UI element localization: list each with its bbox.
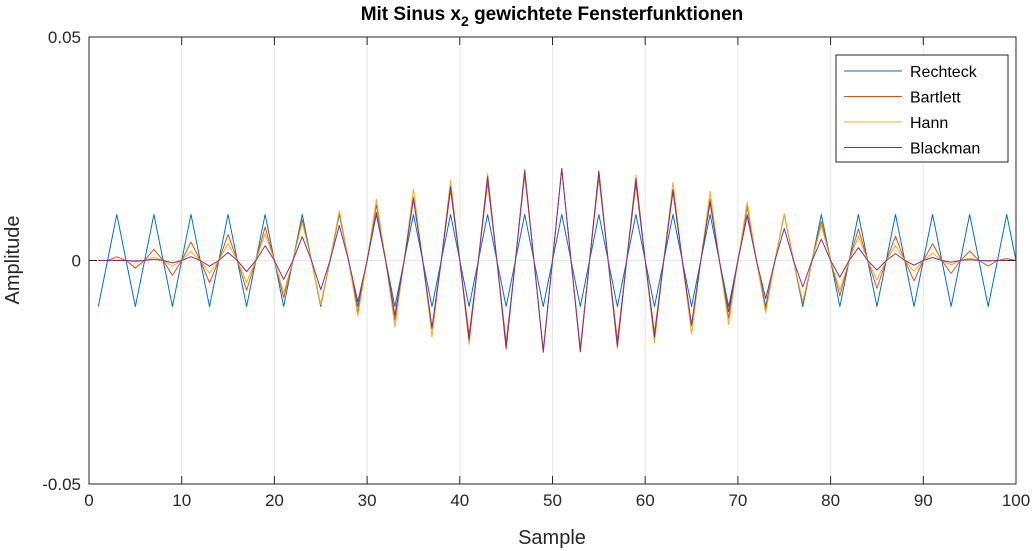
legend-label: Rechteck [910,64,978,81]
x-tick-label: 70 [728,491,747,510]
legend-label: Bartlett [910,90,961,107]
legend-label: Hann [910,115,948,132]
y-tick-label: 0.05 [48,28,81,47]
y-tick-label: 0 [72,252,81,271]
x-tick-label: 60 [636,491,655,510]
x-tick-label: 50 [543,491,562,510]
x-tick-label: 30 [358,491,377,510]
x-tick-label: 100 [1002,491,1030,510]
x-tick-label: 90 [914,491,933,510]
chart-title: Mit Sinus x2 gewichtete Fensterfunktione… [361,4,744,29]
x-tick-label: 0 [84,491,93,510]
series-line-rechteck [97,213,1017,308]
y-axis-label: Amplitude [2,216,24,305]
x-tick-label: 40 [450,491,469,510]
legend-label: Blackman [910,141,980,158]
x-axis-label: Sample [518,527,586,549]
series-line-blackman [98,167,1017,353]
legend: Rechteck Bartlett Hann Blackman [835,54,1009,163]
y-tick-label: -0.05 [42,475,81,494]
x-tick-label: 80 [821,491,840,510]
legend-box [835,54,1009,163]
series-group [97,167,1017,353]
x-tick-label: 10 [172,491,191,510]
x-tick-label: 20 [265,491,284,510]
